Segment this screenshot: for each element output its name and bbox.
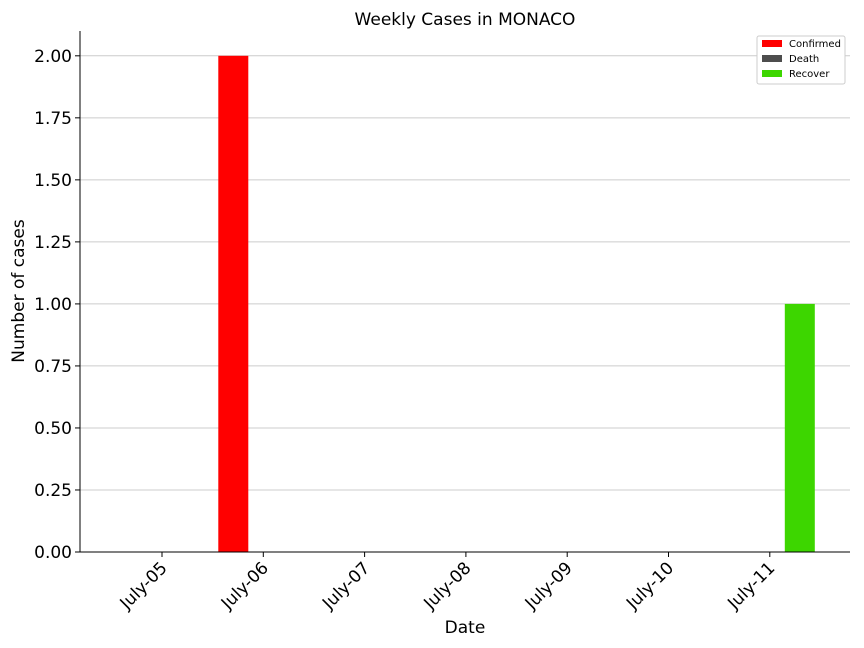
x-ticks: July-05 July-06 July-07 July-08 July-09 July-… bbox=[116, 552, 779, 614]
bar-confirmed-july-06 bbox=[218, 55, 249, 553]
x-tick-label: July-05 bbox=[116, 558, 172, 614]
y-tick-label: 0.00 bbox=[34, 543, 72, 563]
chart-title: Weekly Cases in MONACO bbox=[355, 10, 576, 30]
legend-label-recover: Recover bbox=[789, 69, 830, 80]
bars bbox=[218, 55, 815, 553]
x-tick-label: July-10 bbox=[622, 558, 678, 614]
y-axis-label: Number of cases bbox=[9, 219, 29, 363]
y-tick-label: 0.50 bbox=[34, 419, 72, 439]
x-axis-label: Date bbox=[445, 618, 486, 638]
legend-label-death: Death bbox=[789, 54, 819, 65]
legend: Confirmed Death Recover bbox=[756, 35, 846, 85]
y-tick-label: 1.75 bbox=[34, 109, 72, 129]
x-tick-label: July-11 bbox=[723, 558, 779, 614]
y-tick-label: 1.25 bbox=[34, 233, 72, 253]
axes bbox=[79, 31, 850, 553]
x-tick-label: July-07 bbox=[318, 558, 374, 614]
x-tick-label: July-09 bbox=[521, 558, 577, 614]
y-tick-label: 2.00 bbox=[34, 47, 72, 67]
legend-swatch-recover bbox=[762, 70, 782, 77]
y-tick-label: 1.00 bbox=[34, 295, 72, 315]
legend-label-confirmed: Confirmed bbox=[789, 39, 841, 50]
y-ticks: 0.00 0.25 0.50 0.75 1.00 1.25 1.50 1.75 2.00 bbox=[34, 47, 80, 563]
grid-lines bbox=[80, 55, 850, 553]
legend-swatch-death bbox=[762, 55, 782, 62]
x-tick-label: July-08 bbox=[420, 558, 476, 614]
x-tick-label: July-06 bbox=[217, 558, 273, 614]
y-tick-label: 0.75 bbox=[34, 357, 72, 377]
y-tick-label: 1.50 bbox=[34, 171, 72, 191]
y-tick-label: 0.25 bbox=[34, 481, 72, 501]
bar-recover-july-11 bbox=[784, 303, 815, 552]
legend-swatch-confirmed bbox=[762, 40, 782, 47]
